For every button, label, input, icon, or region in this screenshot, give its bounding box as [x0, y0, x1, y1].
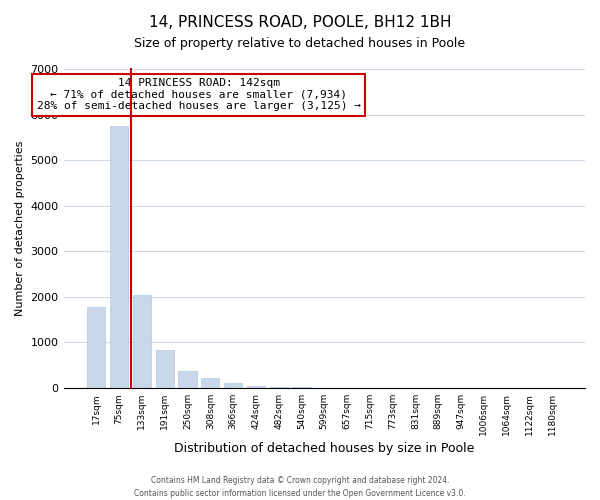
X-axis label: Distribution of detached houses by size in Poole: Distribution of detached houses by size …	[174, 442, 475, 455]
Bar	[133, 294, 151, 388]
Bar	[87, 307, 106, 388]
Bar	[110, 126, 128, 388]
Bar	[224, 383, 242, 388]
Y-axis label: Number of detached properties: Number of detached properties	[15, 141, 25, 316]
Text: 14, PRINCESS ROAD, POOLE, BH12 1BH: 14, PRINCESS ROAD, POOLE, BH12 1BH	[149, 15, 451, 30]
Bar	[201, 378, 220, 388]
Text: Contains HM Land Registry data © Crown copyright and database right 2024.
Contai: Contains HM Land Registry data © Crown c…	[134, 476, 466, 498]
Bar	[269, 386, 288, 388]
Text: Size of property relative to detached houses in Poole: Size of property relative to detached ho…	[134, 38, 466, 51]
Bar	[155, 350, 174, 388]
Bar	[247, 386, 265, 388]
Bar	[178, 371, 197, 388]
Text: 14 PRINCESS ROAD: 142sqm
← 71% of detached houses are smaller (7,934)
28% of sem: 14 PRINCESS ROAD: 142sqm ← 71% of detach…	[37, 78, 361, 112]
